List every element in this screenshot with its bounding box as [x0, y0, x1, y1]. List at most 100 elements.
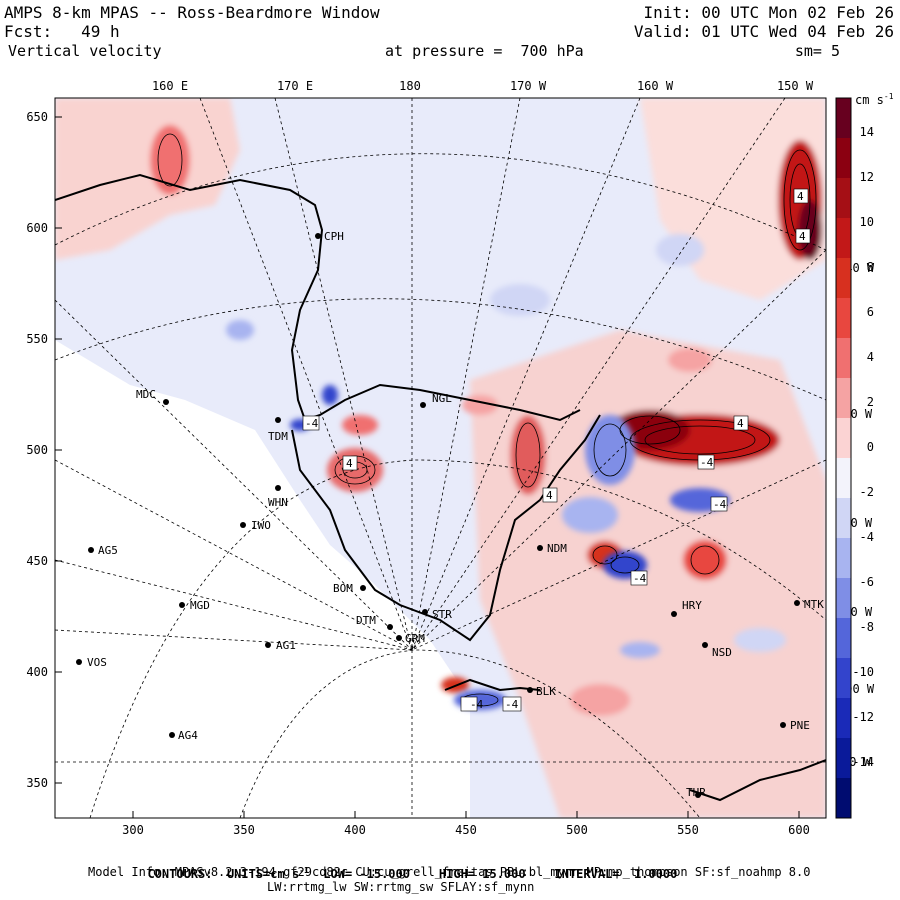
- units-label: UNITS=cm s: [226, 867, 300, 881]
- x-label: 600: [788, 823, 810, 837]
- colorbar-unit: cm s-1: [855, 92, 894, 107]
- station-label: WHN: [268, 496, 288, 509]
- colorbar-swatch: [836, 738, 851, 779]
- station-marker: [695, 792, 701, 798]
- lon-label: 150 W: [777, 79, 814, 93]
- colorbar-swatch: [836, 258, 851, 299]
- colorbar-swatch: [836, 538, 851, 579]
- station-marker: [163, 399, 169, 405]
- station-marker: [275, 417, 281, 423]
- station-marker: [794, 600, 800, 606]
- station-marker: [76, 659, 82, 665]
- colorbar-swatch: [836, 458, 851, 499]
- colorbar-tick-label: 8: [867, 260, 874, 274]
- colorbar-tick-label: -12: [852, 710, 874, 724]
- y-label: 350: [26, 776, 48, 790]
- station-label: VOS: [87, 656, 107, 669]
- model-info-2: LW:rrtmg_lw SW:rrtmg_sw SFLAY:sf_mynn: [267, 880, 535, 894]
- colorbar-ticks: 14 12 10 8 6 4 2 0 -2 -4 -6 -8 -10 -12 -14: [852, 125, 874, 769]
- top-lon-labels: 160 E 170 E 180 170 W 160 W 150 W: [152, 79, 814, 93]
- station-marker: [387, 624, 393, 630]
- init-time: Init: 00 UTC Mon 02 Feb 26: [643, 3, 894, 22]
- smoothing: sm= 5: [794, 42, 840, 60]
- x-label: 500: [566, 823, 588, 837]
- colorbar-swatch: [836, 378, 851, 419]
- contour-label: -4: [470, 698, 484, 711]
- contour-labels: -4 -4 -4 -4 -4 -4 4 4 4 4 4: [302, 188, 811, 712]
- contour-label: 4: [797, 190, 804, 203]
- x-label: 450: [455, 823, 477, 837]
- colorbar-unit-exp: -1: [884, 92, 894, 101]
- y-label: 650: [26, 110, 48, 124]
- station-label: STR: [432, 608, 452, 621]
- station-marker: [360, 585, 366, 591]
- station-label: TDM: [268, 430, 288, 443]
- station-label: BOM: [333, 582, 353, 595]
- station-marker: [420, 402, 426, 408]
- station-marker: [422, 609, 428, 615]
- station-marker: [537, 545, 543, 551]
- station-marker: [396, 635, 402, 641]
- station-label: DTM: [356, 614, 376, 627]
- colorbar-tick-label: 12: [860, 170, 874, 184]
- station-marker: [671, 611, 677, 617]
- graticule: [55, 98, 826, 818]
- station-label: MTK: [804, 598, 824, 611]
- field-name: Vertical velocity: [8, 42, 162, 60]
- masked-region: [55, 340, 470, 818]
- station-label: CPH: [324, 230, 344, 243]
- colorbar-swatch: [836, 218, 851, 259]
- contour-label: -4: [305, 417, 319, 430]
- colorbar-tick-label: -2: [860, 485, 874, 499]
- lon-label: 160 E: [152, 79, 188, 93]
- colorbar: [835, 97, 852, 819]
- y-label: 450: [26, 554, 48, 568]
- plot-area: [55, 98, 826, 818]
- station-marker: [169, 732, 175, 738]
- colorbar-tick-label: 6: [867, 305, 874, 319]
- colorbar-swatch: [836, 138, 851, 179]
- colorbar-swatch: [836, 298, 851, 339]
- station-label: HRY: [682, 599, 702, 612]
- interval-value: INTERVAL= 1.0000: [554, 867, 678, 881]
- station-label: IWO: [251, 519, 271, 532]
- colorbar-swatch: [836, 418, 851, 459]
- contour-label: 4: [346, 457, 353, 470]
- model-info: Model Info: MPASv8.2.3-194-gf29cd82c CU:…: [88, 865, 811, 879]
- contour-label: -4: [713, 498, 727, 511]
- station-label: AG5: [98, 544, 118, 557]
- colorbar-tick-label: 2: [867, 395, 874, 409]
- colorbar-tick-label: 0: [867, 440, 874, 454]
- contour-label: 4: [737, 417, 744, 430]
- low-value: LOW= -15.000: [323, 867, 410, 881]
- bottom-axis-labels: 300 350 400 450 500 550 600: [122, 823, 810, 837]
- contour-label: 4: [799, 230, 806, 243]
- station-label: GRM: [405, 632, 425, 645]
- station-label: NSD: [712, 646, 732, 659]
- units-exp: -1: [299, 866, 309, 875]
- forecast-hour: Fcst: 49 h: [4, 22, 120, 41]
- colorbar-swatch: [836, 578, 851, 619]
- station-marker: [527, 687, 533, 693]
- contour-label: -4: [700, 456, 714, 469]
- colorbar-swatch: [836, 698, 851, 739]
- station-label: NGL: [432, 392, 452, 405]
- colorbar-swatch: [836, 98, 851, 139]
- colorbar-swatch: [836, 338, 851, 379]
- station-label: AG4: [178, 729, 198, 742]
- x-label: 400: [344, 823, 366, 837]
- x-label: 300: [122, 823, 144, 837]
- station-marker: [702, 642, 708, 648]
- station-marker: [179, 602, 185, 608]
- valid-time: Valid: 01 UTC Wed 04 Feb 26: [633, 22, 894, 41]
- lon-label: 160 W: [637, 79, 674, 93]
- colorbar-tick-label: 4: [867, 350, 874, 364]
- station-marker: [780, 722, 786, 728]
- contour-label: -4: [633, 572, 647, 585]
- y-label: 550: [26, 332, 48, 346]
- station-label: PNE: [790, 719, 810, 732]
- chart-title: AMPS 8-km MPAS -- Ross-Beardmore Window: [4, 3, 380, 22]
- contour-label: -4: [505, 698, 519, 711]
- high-value: HIGH= 15.000: [438, 867, 526, 881]
